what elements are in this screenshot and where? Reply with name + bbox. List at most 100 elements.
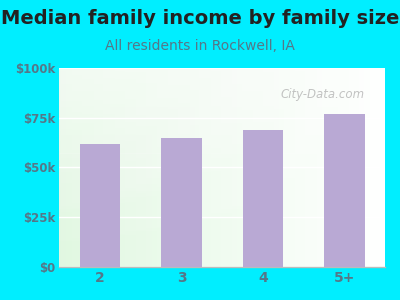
Bar bbox=[60, 183, 385, 184]
Bar bbox=[60, 102, 385, 103]
Bar bbox=[247, 68, 248, 267]
Bar bbox=[308, 68, 310, 267]
Bar bbox=[60, 246, 385, 247]
Bar bbox=[336, 68, 338, 267]
Bar bbox=[341, 68, 343, 267]
Text: City-Data.com: City-Data.com bbox=[281, 88, 365, 101]
Bar bbox=[60, 181, 385, 182]
Bar bbox=[60, 178, 385, 179]
Bar bbox=[297, 68, 299, 267]
Bar bbox=[60, 149, 385, 151]
Bar bbox=[170, 68, 172, 267]
Bar bbox=[69, 68, 71, 267]
Bar bbox=[333, 68, 334, 267]
Bar bbox=[191, 68, 193, 267]
Bar bbox=[60, 140, 385, 141]
Bar bbox=[60, 130, 385, 132]
Bar bbox=[351, 68, 352, 267]
Bar bbox=[60, 190, 385, 191]
Bar bbox=[60, 112, 385, 113]
Bar bbox=[107, 68, 108, 267]
Bar bbox=[175, 68, 177, 267]
Bar bbox=[60, 120, 385, 121]
Bar bbox=[186, 68, 188, 267]
Bar bbox=[348, 68, 349, 267]
Bar bbox=[60, 91, 385, 92]
Bar bbox=[60, 80, 385, 81]
Bar bbox=[60, 111, 385, 112]
Bar bbox=[300, 68, 302, 267]
Bar bbox=[60, 252, 385, 253]
Bar bbox=[253, 68, 255, 267]
Bar bbox=[60, 213, 385, 214]
Bar bbox=[240, 68, 242, 267]
Bar bbox=[136, 68, 138, 267]
Bar bbox=[60, 182, 385, 183]
Bar bbox=[60, 203, 385, 204]
Bar bbox=[76, 68, 77, 267]
Bar bbox=[188, 68, 190, 267]
Bar bbox=[149, 68, 150, 267]
Bar bbox=[60, 145, 385, 146]
Bar bbox=[60, 105, 385, 106]
Bar bbox=[209, 68, 211, 267]
Bar bbox=[161, 138, 202, 267]
Bar bbox=[79, 68, 80, 267]
Bar bbox=[60, 97, 385, 98]
Bar bbox=[60, 167, 385, 168]
Bar bbox=[60, 193, 385, 194]
Bar bbox=[331, 68, 333, 267]
Bar bbox=[60, 253, 385, 254]
Bar bbox=[60, 71, 385, 72]
Bar bbox=[60, 127, 385, 128]
Bar bbox=[212, 68, 214, 267]
Bar bbox=[60, 199, 385, 200]
Bar bbox=[60, 100, 385, 101]
Bar bbox=[74, 68, 76, 267]
Bar bbox=[60, 189, 385, 190]
Bar bbox=[260, 68, 261, 267]
Bar bbox=[97, 68, 98, 267]
Bar bbox=[292, 68, 294, 267]
Bar bbox=[60, 70, 385, 71]
Bar bbox=[60, 90, 385, 91]
Bar bbox=[60, 132, 385, 133]
Bar bbox=[60, 222, 385, 223]
Bar bbox=[294, 68, 296, 267]
Bar bbox=[60, 255, 385, 256]
Bar bbox=[60, 229, 385, 230]
Bar bbox=[60, 238, 385, 239]
Bar bbox=[60, 74, 385, 75]
Bar bbox=[60, 72, 385, 73]
Bar bbox=[60, 234, 385, 235]
Bar bbox=[338, 68, 340, 267]
Bar bbox=[60, 174, 385, 175]
Bar bbox=[382, 68, 383, 267]
Bar bbox=[157, 68, 159, 267]
Bar bbox=[60, 241, 385, 242]
Bar bbox=[60, 185, 385, 186]
Bar bbox=[178, 68, 180, 267]
Bar bbox=[366, 68, 367, 267]
Bar bbox=[60, 242, 385, 243]
Bar bbox=[113, 68, 115, 267]
Bar bbox=[60, 160, 385, 161]
Bar bbox=[302, 68, 304, 267]
Bar bbox=[60, 68, 385, 69]
Bar bbox=[377, 68, 378, 267]
Bar bbox=[60, 223, 385, 224]
Bar bbox=[284, 68, 286, 267]
Bar bbox=[123, 68, 124, 267]
Bar bbox=[194, 68, 196, 267]
Bar bbox=[270, 68, 271, 267]
Bar bbox=[60, 205, 385, 206]
Bar bbox=[60, 152, 385, 154]
Bar bbox=[60, 188, 385, 189]
Bar bbox=[60, 260, 385, 261]
Bar bbox=[108, 68, 110, 267]
Bar bbox=[60, 99, 385, 100]
Bar bbox=[60, 134, 385, 135]
Bar bbox=[130, 68, 131, 267]
Bar bbox=[110, 68, 112, 267]
Bar bbox=[60, 170, 385, 171]
